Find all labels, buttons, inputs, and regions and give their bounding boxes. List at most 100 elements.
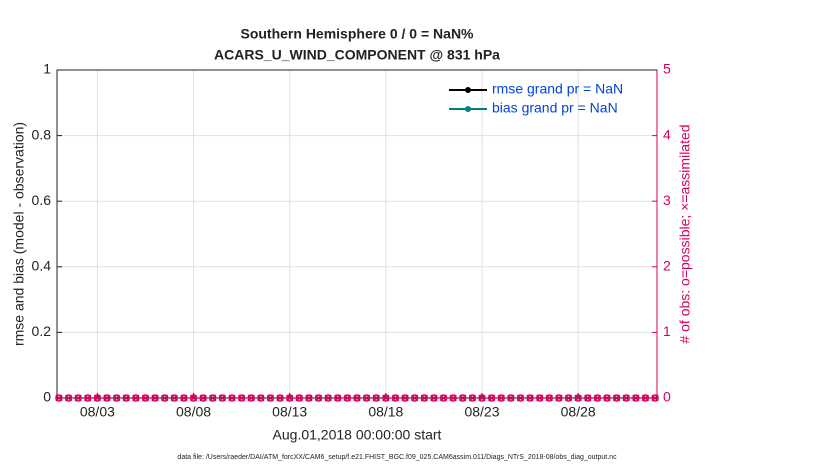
marker bbox=[113, 394, 121, 402]
marker bbox=[651, 394, 659, 402]
marker bbox=[266, 394, 274, 402]
marker bbox=[478, 394, 486, 402]
marker bbox=[488, 394, 496, 402]
marker bbox=[507, 394, 515, 402]
marker bbox=[190, 394, 198, 402]
marker bbox=[632, 394, 640, 402]
marker bbox=[641, 394, 649, 402]
marker bbox=[334, 394, 342, 402]
y2-tick-label: 5 bbox=[663, 61, 671, 77]
marker bbox=[238, 394, 246, 402]
marker bbox=[478, 394, 486, 402]
marker bbox=[536, 394, 544, 402]
marker bbox=[199, 394, 207, 402]
marker bbox=[420, 394, 429, 402]
marker bbox=[497, 394, 505, 402]
marker bbox=[468, 394, 476, 402]
footnote: data file: /Users/raeder/DAI/ATM_forcXX/… bbox=[177, 454, 617, 461]
marker bbox=[170, 394, 179, 402]
marker bbox=[257, 394, 265, 402]
y2-tick-label: 3 bbox=[663, 192, 671, 208]
marker bbox=[141, 394, 150, 402]
marker bbox=[584, 394, 592, 402]
marker bbox=[247, 394, 255, 402]
marker bbox=[545, 394, 554, 402]
marker bbox=[276, 394, 284, 402]
marker bbox=[324, 394, 332, 402]
marker bbox=[622, 394, 630, 402]
marker bbox=[459, 394, 467, 402]
marker bbox=[228, 394, 236, 402]
marker bbox=[465, 87, 471, 93]
x-tick-label: 08/08 bbox=[176, 404, 211, 420]
marker bbox=[65, 394, 73, 402]
marker bbox=[218, 394, 227, 402]
marker bbox=[535, 394, 544, 402]
marker bbox=[343, 394, 352, 402]
marker bbox=[497, 394, 505, 402]
marker bbox=[151, 394, 159, 402]
x-tick-label: 08/23 bbox=[464, 404, 499, 420]
y-axis-label: rmse and bias (model - observation) bbox=[11, 122, 27, 346]
marker bbox=[565, 394, 573, 402]
y-tick-label: 0.6 bbox=[32, 192, 52, 208]
marker bbox=[382, 394, 390, 402]
marker bbox=[237, 394, 246, 402]
marker bbox=[632, 394, 640, 402]
y-tick-label: 0 bbox=[43, 389, 51, 405]
marker bbox=[247, 394, 255, 402]
marker bbox=[459, 394, 467, 402]
y2-tick-label: 4 bbox=[663, 126, 671, 142]
marker bbox=[526, 394, 534, 402]
marker bbox=[593, 394, 602, 402]
marker bbox=[574, 394, 582, 402]
marker bbox=[372, 394, 380, 402]
marker bbox=[209, 394, 217, 402]
marker bbox=[465, 106, 471, 112]
marker bbox=[160, 394, 169, 402]
y-tick-label: 0.8 bbox=[32, 126, 52, 142]
marker bbox=[622, 394, 630, 402]
marker bbox=[641, 394, 650, 402]
marker bbox=[103, 394, 111, 402]
marker bbox=[401, 394, 409, 402]
marker bbox=[411, 394, 419, 402]
marker bbox=[526, 394, 534, 402]
marker bbox=[103, 394, 111, 402]
marker bbox=[574, 394, 582, 402]
marker bbox=[74, 394, 82, 402]
marker bbox=[603, 394, 611, 402]
marker bbox=[199, 394, 207, 402]
marker bbox=[209, 394, 217, 402]
marker bbox=[343, 394, 351, 402]
marker bbox=[651, 394, 659, 402]
y2-tick-label: 0 bbox=[663, 389, 671, 405]
marker bbox=[295, 394, 303, 402]
marker bbox=[603, 394, 611, 402]
legend-label: rmse grand pr = NaN bbox=[492, 81, 623, 97]
marker bbox=[468, 394, 477, 402]
marker bbox=[391, 394, 399, 402]
x-tick-label: 08/18 bbox=[368, 404, 403, 420]
marker bbox=[324, 394, 332, 402]
marker bbox=[132, 394, 140, 402]
marker bbox=[305, 394, 313, 402]
marker bbox=[189, 394, 198, 402]
marker bbox=[218, 394, 226, 402]
marker bbox=[93, 394, 101, 402]
y-tick-label: 0.4 bbox=[32, 258, 52, 274]
marker bbox=[430, 394, 438, 402]
marker bbox=[276, 394, 284, 402]
marker bbox=[122, 394, 130, 402]
marker bbox=[372, 394, 380, 402]
x-tick-label: 08/13 bbox=[272, 404, 307, 420]
chart-subtitle: ACARS_U_WIND_COMPONENT @ 831 hPa bbox=[214, 47, 500, 63]
marker bbox=[555, 394, 563, 402]
marker bbox=[440, 394, 448, 402]
marker bbox=[516, 394, 525, 402]
marker bbox=[584, 394, 592, 402]
marker bbox=[305, 394, 313, 402]
marker bbox=[141, 394, 149, 402]
marker bbox=[132, 394, 140, 402]
